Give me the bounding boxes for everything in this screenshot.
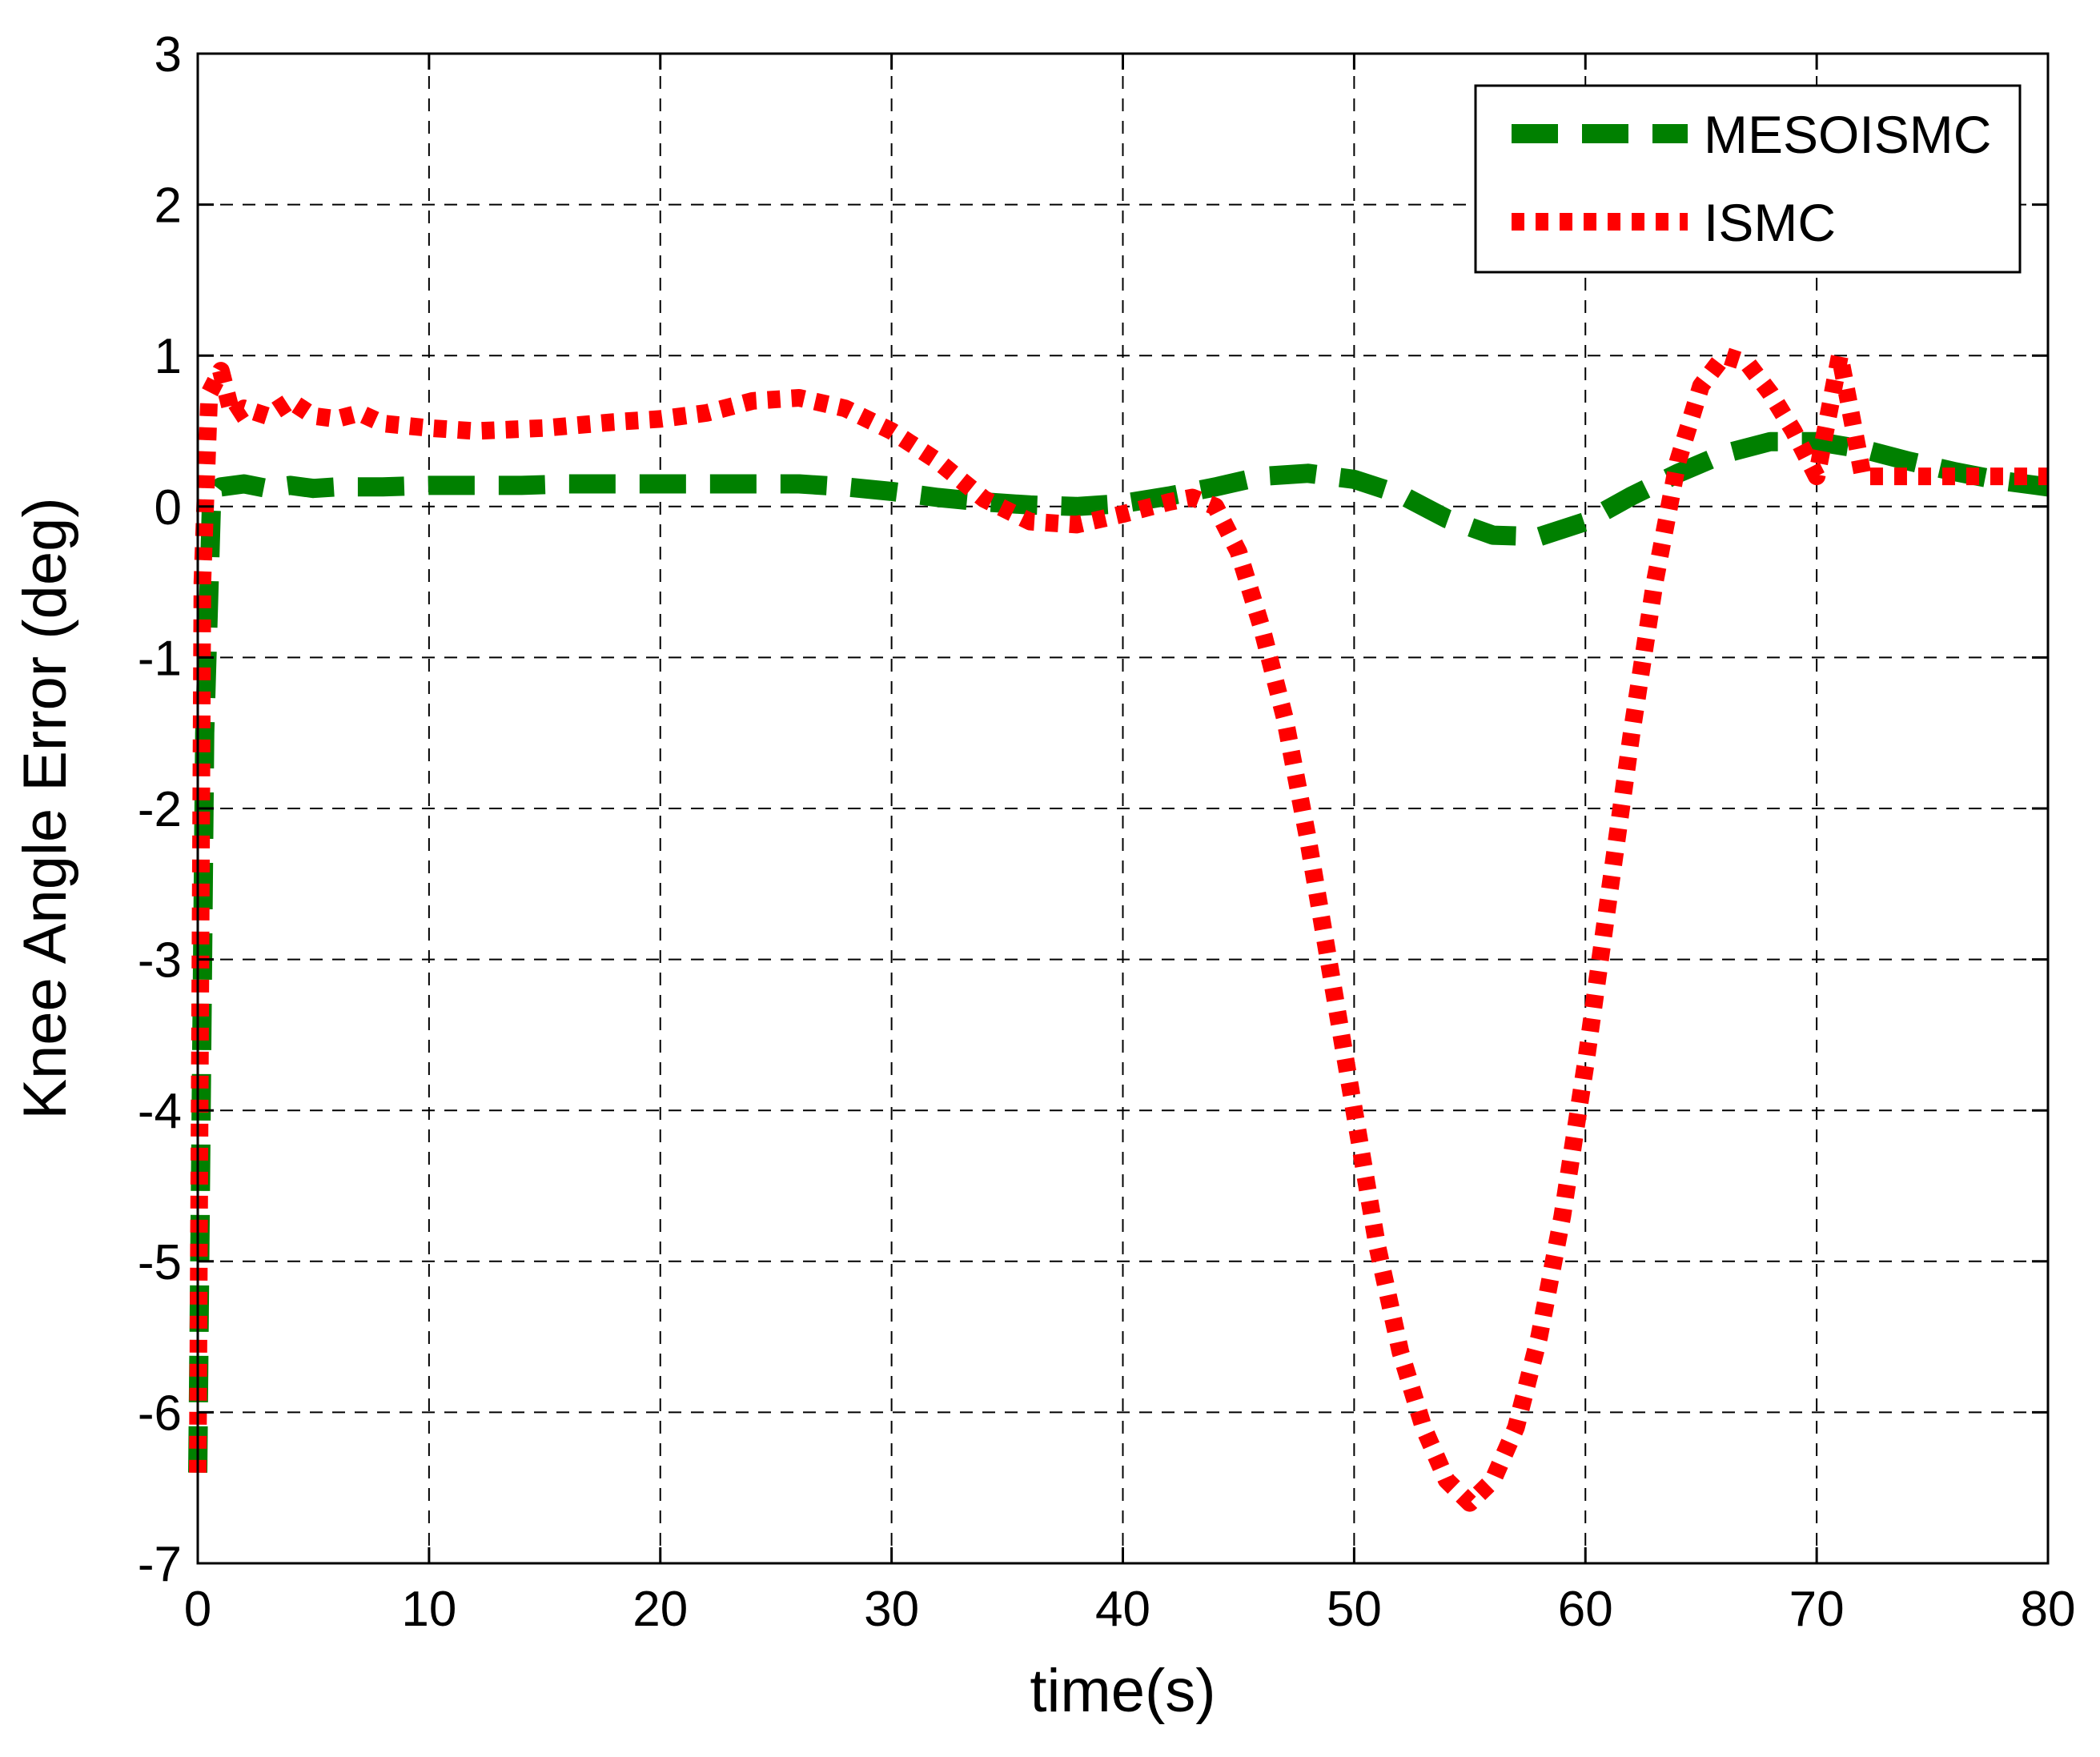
y-tick-label: -6 [138,1386,182,1441]
y-tick-label: 0 [155,480,182,536]
y-tick-label: -3 [138,933,182,989]
legend-label-ismc: ISMC [1704,193,1836,252]
y-tick-label: 3 [155,27,182,82]
legend-label-mesoismc: MESOISMC [1704,105,1991,164]
series-layer [188,347,2050,1512]
x-tick-label: 10 [401,1582,456,1637]
x-tick-label: 60 [1558,1582,1613,1637]
x-tick-label: 20 [632,1582,688,1637]
ticks [196,52,2050,1565]
y-tick-label: -5 [138,1235,182,1290]
y-tick-label: -4 [138,1084,182,1139]
y-axis-title: Knee Angle Error (deg) [11,497,79,1119]
y-tick-label: 2 [155,179,182,234]
x-tick-label: 40 [1095,1582,1150,1637]
grid [198,54,2048,1563]
x-tick-label: 80 [2021,1582,2076,1637]
x-tick-label: 30 [864,1582,919,1637]
legend-box [1474,84,2022,274]
y-tick-label: -1 [138,631,182,686]
y-tick-label: -7 [138,1537,182,1592]
legend: MESOISMC ISMC [1474,84,2022,274]
x-tick-label: 50 [1327,1582,1382,1637]
x-tick-label: 70 [1789,1582,1845,1637]
y-tick-label: -2 [138,782,182,837]
series-line-ismc [189,347,2048,1512]
x-tick-label: 0 [184,1582,211,1637]
x-axis-title: time(s) [1030,1657,1215,1725]
y-tick-label: 1 [155,329,182,384]
